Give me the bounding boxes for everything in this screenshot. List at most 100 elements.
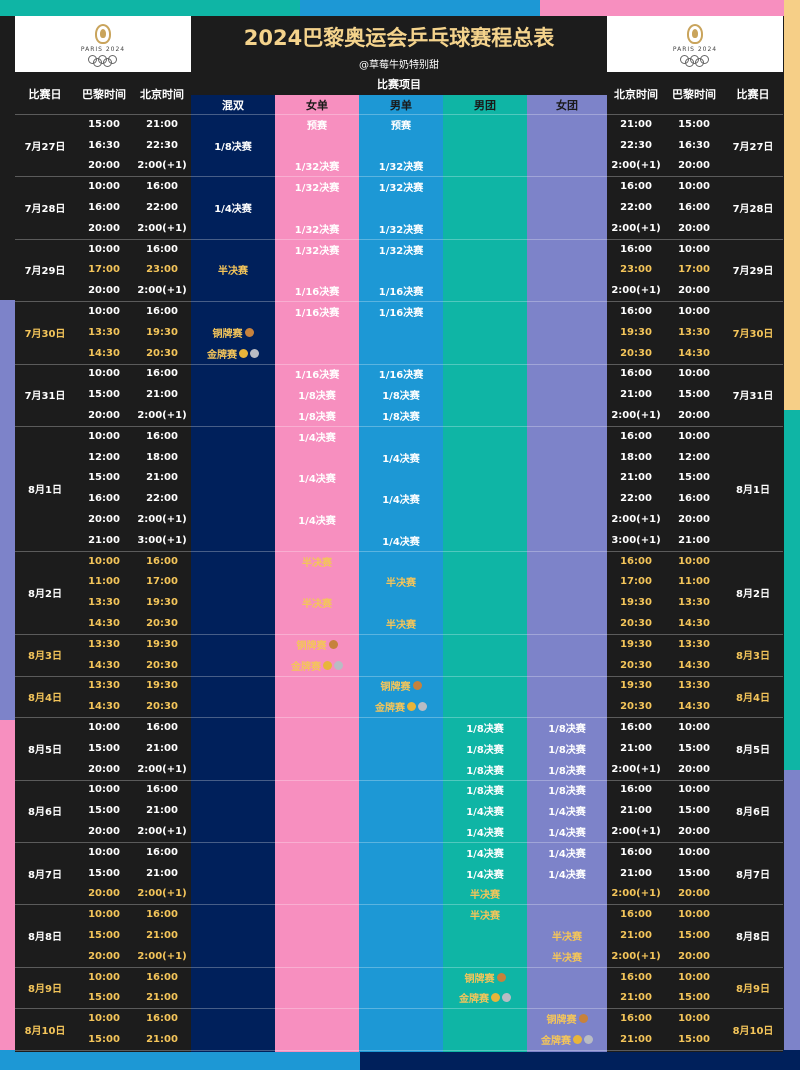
paris-time-cell-right: 20:00 <box>678 763 710 775</box>
paris-time-cell: 10:00 <box>88 368 120 380</box>
page-title: 2024巴黎奥运会乒乓球赛程总表 <box>243 26 555 50</box>
event-label: 1/4决赛 <box>466 807 504 819</box>
paris-time-cell: 16:00 <box>88 202 120 214</box>
paris-time-cell-right: 15:00 <box>678 1034 710 1046</box>
paris-time-cell-right: 15:00 <box>678 118 710 130</box>
men-single-column-bg <box>359 73 443 1052</box>
row-divider <box>15 363 783 365</box>
paris-time-cell-right: 13:30 <box>678 680 710 692</box>
beijing-time-cell: 21:00 <box>146 1034 178 1046</box>
header-mixed-doubles: 混双 <box>222 98 244 112</box>
gold-medal-icon <box>323 660 332 670</box>
beijing-time-cell-right: 16:00 <box>620 368 652 380</box>
beijing-time-cell: 16:00 <box>146 181 178 193</box>
beijing-time-cell-right: 16:00 <box>620 846 652 858</box>
title-area: 2024巴黎奥运会乒乓球赛程总表 @草莓牛奶特别甜 <box>191 16 607 72</box>
beijing-time-cell: 21:00 <box>146 118 178 130</box>
beijing-time-cell-right: 21:00 <box>620 930 652 942</box>
paris-time-cell-right: 20:00 <box>678 888 710 900</box>
header-date: 比赛日 <box>28 87 62 101</box>
paris-time-cell: 15:00 <box>88 992 120 1004</box>
event-label: 铜牌赛 <box>275 634 359 655</box>
beijing-time-cell: 2:00(+1) <box>137 950 187 962</box>
row-divider <box>15 1008 783 1010</box>
date-cell-right: 8月2日 <box>736 588 770 600</box>
date-cell: 8月4日 <box>28 692 62 704</box>
bronze-medal-icon <box>244 327 254 337</box>
beijing-time-cell: 19:30 <box>146 597 178 609</box>
date-cell-right: 8月10日 <box>732 1025 774 1037</box>
date-cell: 7月30日 <box>24 328 66 340</box>
date-cell: 8月8日 <box>28 932 62 944</box>
beijing-time-cell-right: 2:00(+1) <box>611 888 661 900</box>
event-label: 1/4决赛 <box>382 495 420 507</box>
date-cell-right: 8月8日 <box>736 932 770 944</box>
beijing-time-cell: 20:30 <box>146 618 178 630</box>
paris-time-cell-right: 10:00 <box>678 846 710 858</box>
schedule-sheet: PARIS 2024 2024巴黎奥运会乒乓球赛程总表 @草莓牛奶特别甜 PAR… <box>15 16 783 1052</box>
beijing-time-cell-right: 16:00 <box>620 306 652 318</box>
event-label: 1/32决赛 <box>294 245 340 257</box>
paris-time-cell-right: 10:00 <box>678 909 710 921</box>
header-men-team: 男团 <box>474 98 496 112</box>
event-label: 1/8决赛 <box>382 391 420 403</box>
row-divider <box>15 1050 783 1051</box>
event-label: 1/8决赛 <box>466 744 504 756</box>
event-label: 1/32决赛 <box>294 183 340 195</box>
beijing-time-cell-right: 21:00 <box>620 805 652 817</box>
paris-time-cell: 11:00 <box>88 576 120 588</box>
paris-time-cell-right: 12:00 <box>678 451 710 463</box>
decor-band <box>540 0 800 16</box>
event-label: 1/4决赛 <box>298 516 336 528</box>
date-cell: 8月2日 <box>28 588 62 600</box>
flame-icon <box>687 23 703 44</box>
beijing-time-cell-right: 21:00 <box>620 742 652 754</box>
event-label: 1/8决赛 <box>548 724 586 736</box>
event-label: 半决赛 <box>302 557 332 569</box>
paris-time-cell-right: 14:30 <box>678 701 710 713</box>
silver-medal-icon <box>584 1035 593 1045</box>
date-cell-right: 7月30日 <box>732 328 774 340</box>
beijing-time-cell-right: 2:00(+1) <box>611 763 661 775</box>
paris-time-cell: 15:00 <box>88 930 120 942</box>
event-label: 1/4决赛 <box>382 536 420 548</box>
event-label: 金牌赛 <box>275 655 359 676</box>
silver-medal-icon <box>334 660 343 670</box>
date-cell: 7月27日 <box>24 141 66 153</box>
beijing-time-cell: 2:00(+1) <box>137 888 187 900</box>
date-cell: 8月7日 <box>28 869 62 881</box>
gold-medal-icon <box>407 702 416 712</box>
paris-time-cell: 20:00 <box>88 514 120 526</box>
beijing-time-cell: 21:00 <box>146 867 178 879</box>
beijing-time-cell: 17:00 <box>146 576 178 588</box>
beijing-time-cell: 2:00(+1) <box>137 763 187 775</box>
paris-time-cell: 10:00 <box>88 909 120 921</box>
paris-time-cell: 14:30 <box>88 701 120 713</box>
beijing-time-cell: 16:00 <box>146 1013 178 1025</box>
beijing-time-cell: 16:00 <box>146 555 178 567</box>
beijing-time-cell-right: 23:00 <box>620 264 652 276</box>
olympic-rings-icon <box>680 54 710 67</box>
beijing-time-cell: 20:30 <box>146 701 178 713</box>
beijing-time-cell-right: 2:00(+1) <box>611 285 661 297</box>
beijing-time-cell: 2:00(+1) <box>137 410 187 422</box>
gold-medal-icon <box>239 348 248 358</box>
event-label: 1/16决赛 <box>294 308 340 320</box>
logo-text: PARIS 2024 <box>672 45 718 53</box>
paris-time-cell-right: 15:00 <box>678 867 710 879</box>
silver-medal-icon <box>250 348 259 358</box>
date-cell-right: 8月1日 <box>736 484 770 496</box>
event-label: 1/4决赛 <box>548 807 586 819</box>
beijing-time-cell-right: 3:00(+1) <box>611 534 661 546</box>
row-divider <box>15 675 783 677</box>
beijing-time-cell-right: 21:00 <box>620 1034 652 1046</box>
event-label: 金牌赛 <box>359 696 443 717</box>
decor-band <box>0 720 15 1070</box>
event-label: 1/4决赛 <box>548 869 586 881</box>
beijing-time-cell-right: 16:00 <box>620 555 652 567</box>
header-date-right: 比赛日 <box>736 87 770 101</box>
paris-time-cell-right: 20:00 <box>678 826 710 838</box>
beijing-time-cell-right: 20:30 <box>620 659 652 671</box>
event-label: 铜牌赛 <box>191 322 275 343</box>
paris-time-cell-right: 16:30 <box>678 139 710 151</box>
